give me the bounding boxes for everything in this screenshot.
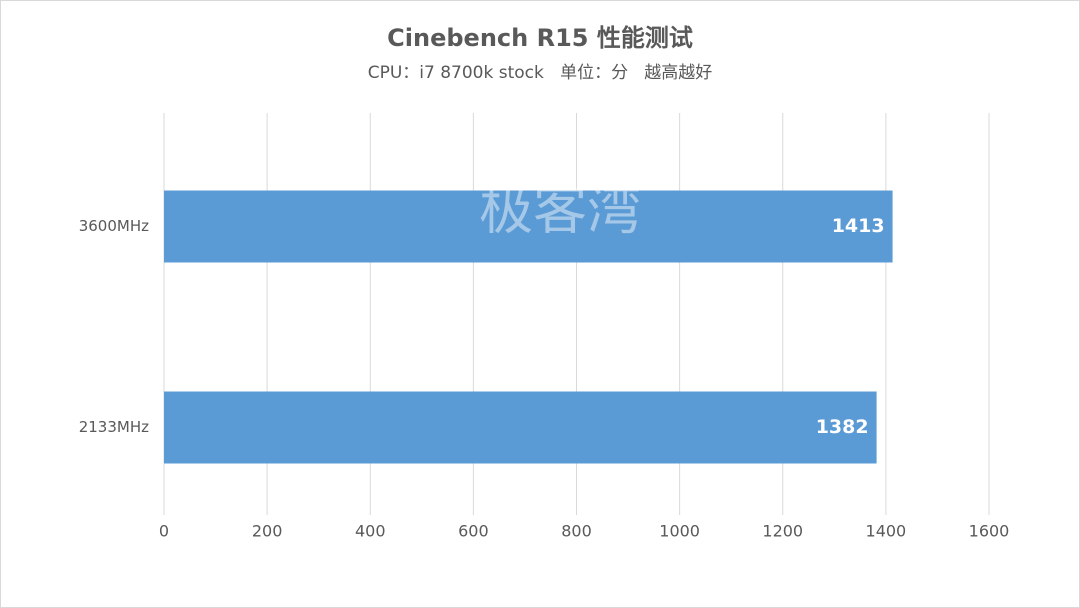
- chart-title: Cinebench R15 性能测试: [387, 24, 693, 52]
- y-tick-label: 2133MHz: [79, 418, 149, 436]
- bars: 3600MHz 1413 2133MHz 1382: [79, 190, 893, 464]
- bar: [164, 190, 893, 263]
- x-tick-label: 600: [458, 522, 489, 541]
- data-label: 1382: [816, 416, 869, 438]
- x-tick-label: 200: [252, 522, 283, 541]
- x-tick-label: 400: [355, 522, 386, 541]
- bar: [164, 391, 877, 464]
- x-tick-label: 1400: [866, 522, 907, 541]
- watermark: 极客湾: [479, 179, 641, 242]
- x-tick-label: 0: [159, 522, 169, 541]
- x-tick-label: 1600: [969, 522, 1010, 541]
- x-tick-label: 800: [561, 522, 592, 541]
- data-label: 1413: [832, 215, 885, 237]
- x-tick-label: 1000: [659, 522, 700, 541]
- x-tick-label: 1200: [762, 522, 803, 541]
- y-tick-label: 3600MHz: [79, 217, 149, 235]
- chart-subtitle: CPU：i7 8700k stock 单位：分 越高越好: [368, 63, 713, 83]
